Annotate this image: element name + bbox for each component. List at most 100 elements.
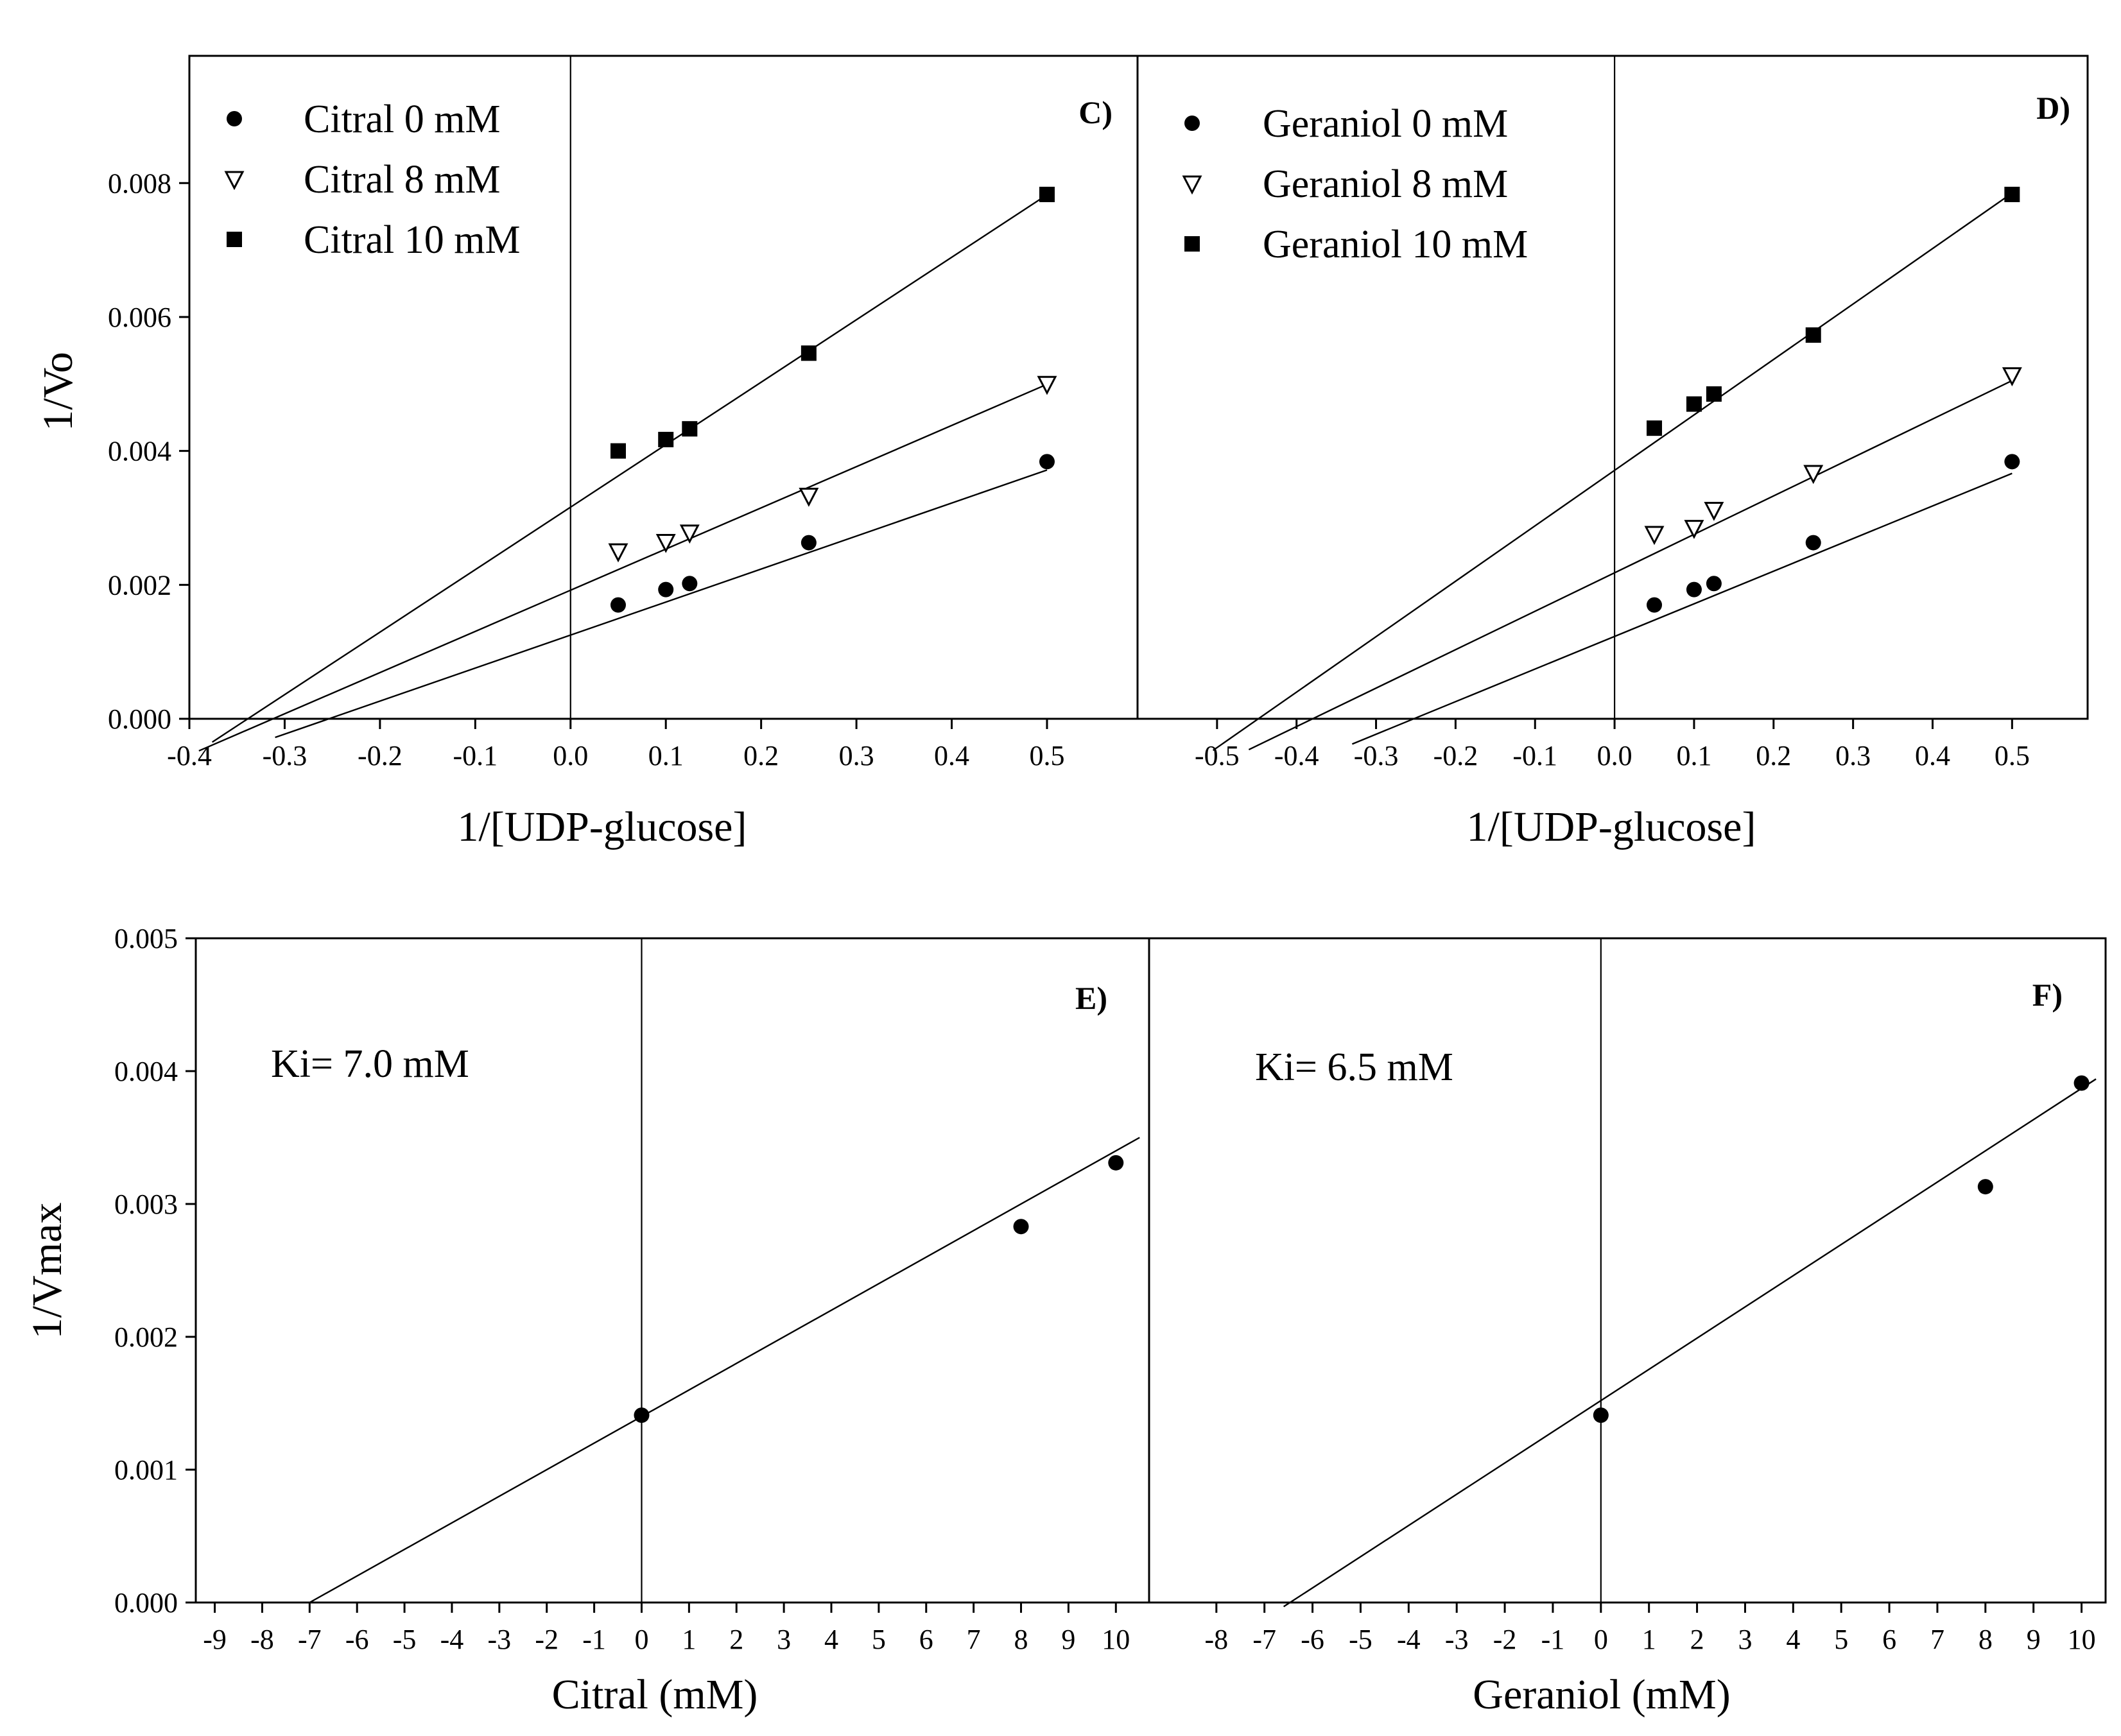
panel-e-replot-citral: -9 -8 -7 -6 -5 -4 -3 -2 -1 0 1 2 3 4 5 6 7 8 9 10 0.000 0.001…: [114, 923, 1150, 1655]
x-tick-label: -0.2: [1433, 740, 1478, 771]
data-point-geraniol-0-mm: [2004, 454, 2020, 470]
x-tick-label: -0.3: [1354, 740, 1399, 771]
x-tick-label: 0.5: [1029, 740, 1064, 771]
x-tick-label: -5: [1349, 1624, 1372, 1655]
ki-annotation: Ki= 7.0 mM: [271, 1042, 469, 1086]
bottom-left-x-axis-title: Citral (mM): [552, 1671, 758, 1718]
panel-label: F): [2032, 977, 2063, 1013]
data-point-geraniol-10-mm: [1686, 396, 1702, 412]
fit-line-citral-10-mm: [211, 194, 1048, 743]
x-tick-label: 3: [777, 1624, 791, 1655]
legend-marker-geraniol-0-mm: [1184, 116, 1200, 131]
fit-line-geraniol-8-mm: [1248, 379, 2013, 751]
series-citral-10-mm: [211, 186, 1055, 743]
x-tick-label: -0.4: [167, 740, 212, 771]
legend-label-geraniol-8-mm: Geraniol 8 mM: [1263, 162, 1508, 206]
x-tick-label: 0.4: [1915, 740, 1950, 771]
y-tick-label: 0.006: [108, 302, 171, 333]
data-point-geraniol-0-mm: [1647, 597, 1663, 613]
x-tick-label: 0.2: [743, 740, 779, 771]
data-point-citral-0-mm: [1039, 454, 1055, 470]
x-tick-label: -3: [1445, 1624, 1469, 1655]
x-tick-label: -2: [1493, 1624, 1517, 1655]
data-point-citral-10-mm: [610, 443, 626, 459]
data-point-geraniol-8-mm: [1803, 465, 1824, 485]
x-tick-label: -0.3: [263, 740, 307, 771]
legend-label-geraniol-0-mm: Geraniol 0 mM: [1263, 102, 1508, 146]
data-point-citral-0-mm: [658, 581, 674, 597]
panel-label: C): [1078, 94, 1112, 130]
data-point-citral: [1013, 1219, 1029, 1235]
data-point-geraniol-10-mm: [1647, 420, 1663, 436]
panel-c-lineweaver-burk-citral: -0.4 -0.3 -0.2 -0.1 0.0 0.1 0.2 0.3 0.4 0.5 0.000 0…: [108, 55, 1139, 771]
x-tick-label: -0.4: [1274, 740, 1319, 771]
x-tick-label: -0.1: [453, 740, 498, 771]
x-tick-label: -8: [250, 1624, 274, 1655]
x-tick-label: -9: [203, 1624, 227, 1655]
legend-label-citral-10-mm: Citral 10 mM: [304, 218, 521, 262]
data-point-citral-8-mm: [655, 534, 676, 553]
y-tick-label: 0.004: [108, 436, 171, 467]
x-tick-label: -5: [393, 1624, 417, 1655]
series-geraniol-10-mm: [1212, 186, 2020, 752]
fit-line-citral-8-mm: [198, 383, 1048, 752]
y-tick-label: 0.002: [108, 569, 171, 601]
data-point-geraniol: [1593, 1407, 1609, 1423]
x-tick-label: 0.1: [648, 740, 684, 771]
x-tick-label: 2: [729, 1624, 743, 1655]
data-point-geraniol: [2073, 1075, 2090, 1091]
panel-label: E): [1075, 980, 1107, 1016]
data-point-geraniol-0-mm: [1805, 535, 1821, 551]
x-tick-label: 0.4: [934, 740, 969, 771]
x-tick-label: 5: [1834, 1624, 1848, 1655]
panel-d-lineweaver-burk-geraniol: -0.5 -0.4 -0.3 -0.2 -0.1 0.0 0.1 0.2 0.3 0.4 0.5 D)…: [1136, 55, 2089, 771]
legend-label-geraniol-10-mm: Geraniol 10 mM: [1263, 223, 1528, 266]
data-point-citral-10-mm: [682, 421, 698, 437]
y-tick-label: 0.000: [114, 1587, 178, 1619]
data-point-citral-0-mm: [682, 576, 698, 592]
x-tick-label: -0.5: [1195, 740, 1240, 771]
series-citral: [309, 1137, 1140, 1604]
x-tick-label: 5: [872, 1624, 886, 1655]
x-tick-label: 9: [1061, 1624, 1075, 1655]
x-tick-label: 0.0: [553, 740, 588, 771]
x-tick-label: -0.2: [358, 740, 403, 771]
panel-label: D): [2036, 90, 2070, 126]
x-tick-label: 4: [824, 1624, 838, 1655]
data-point-citral-10-mm: [1039, 186, 1055, 202]
y-tick-label: 0.004: [114, 1056, 178, 1087]
data-point-geraniol-8-mm: [1644, 526, 1665, 546]
data-point-citral-8-mm: [679, 524, 700, 544]
plot-frame: [1136, 55, 2089, 720]
x-tick-label: -7: [1252, 1624, 1276, 1655]
x-tick-label: -1: [1541, 1624, 1565, 1655]
fit-line-geraniol-10-mm: [1212, 192, 2013, 752]
series-citral-0-mm: [275, 454, 1055, 739]
x-tick-label: 4: [1786, 1624, 1800, 1655]
legend-label-citral-0-mm: Citral 0 mM: [304, 98, 501, 141]
legend-marker-geraniol-10-mm: [1184, 236, 1200, 252]
x-tick-label: 7: [1930, 1624, 1944, 1655]
data-point-citral: [634, 1407, 650, 1423]
data-point-geraniol-10-mm: [2004, 186, 2020, 202]
y-tick-label: 0.005: [114, 923, 178, 954]
x-tick-label: 0.5: [1995, 740, 2030, 771]
x-tick-label: 0.0: [1597, 740, 1632, 771]
x-tick-label: 1: [1642, 1624, 1656, 1655]
x-tick-label: 1: [682, 1624, 696, 1655]
y-tick-label: 0.000: [108, 703, 171, 735]
series-geraniol-0-mm: [1351, 454, 2020, 745]
plot-frame: [188, 55, 1139, 720]
x-tick-label: -3: [488, 1624, 512, 1655]
x-tick-label: 3: [1738, 1624, 1752, 1655]
bottom-right-x-axis-title: Geraniol (mM): [1473, 1671, 1730, 1718]
x-tick-label: 7: [967, 1624, 981, 1655]
x-tick-label: 8: [1014, 1624, 1028, 1655]
data-point-geraniol-10-mm: [1805, 327, 1821, 343]
y-tick-label: 0.001: [114, 1454, 178, 1486]
ki-annotation: Ki= 6.5 mM: [1255, 1045, 1453, 1089]
legend-label-citral-8-mm: Citral 8 mM: [304, 158, 501, 202]
series-geraniol-8-mm: [1248, 367, 2022, 751]
data-point-geraniol-10-mm: [1706, 386, 1722, 402]
x-tick-label: 0.1: [1676, 740, 1711, 771]
